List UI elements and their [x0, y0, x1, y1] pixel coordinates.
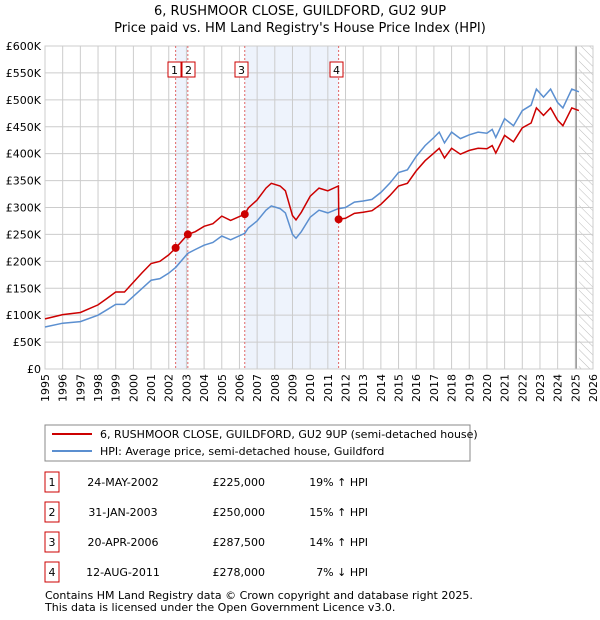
- sale-box-1: [167, 61, 182, 78]
- x-tick-label: 2005: [216, 374, 229, 402]
- sale-box-label: 2: [185, 64, 192, 77]
- cell-n: 2: [49, 506, 56, 519]
- y-tick-label: £250K: [6, 228, 42, 241]
- x-tick-label: 2014: [375, 374, 388, 402]
- x-tick-label: 2004: [198, 374, 211, 402]
- y-tick-label: £200K: [6, 255, 42, 268]
- y-tick-label: £500K: [6, 94, 42, 107]
- table-row: 3 20-APR-2006 £287,500 14% ↑ HPI: [44, 531, 368, 553]
- sale-box-3: [234, 61, 249, 78]
- x-tick-label: 2025: [569, 374, 582, 402]
- chart-title: 6, RUSHMOOR CLOSE, GUILDFORD, GU2 9UP: [154, 4, 446, 19]
- x-tick-label: 1998: [92, 374, 105, 402]
- sale-point-2: [183, 230, 192, 239]
- table-row: 2 31-JAN-2003 £250,000 15% ↑ HPI: [44, 501, 368, 523]
- cell-price_label: £250,000: [213, 506, 266, 519]
- x-tick-label: 2007: [251, 374, 264, 402]
- cell-hpi: 7% ↓ HPI: [316, 566, 368, 579]
- cell-date: 20-APR-2006: [87, 536, 158, 549]
- sale-box-label: 3: [238, 64, 245, 77]
- cell-date: 12-AUG-2011: [86, 566, 160, 579]
- x-tick-label: 2024: [552, 374, 565, 402]
- cell-hpi: 15% ↑ HPI: [309, 506, 368, 519]
- x-tick-label: 2008: [269, 374, 282, 402]
- sale-point-1: [171, 243, 180, 252]
- y-tick-label: £350K: [6, 175, 42, 188]
- cell-n: 3: [49, 536, 56, 549]
- legend-label-property: 6, RUSHMOOR CLOSE, GUILDFORD, GU2 9UP (s…: [100, 428, 478, 441]
- property-price-line: [44, 106, 580, 320]
- sale-point-4: [334, 215, 343, 224]
- table-row: 4 12-AUG-2011 £278,000 7% ↓ HPI: [44, 561, 368, 583]
- x-tick-label: 2023: [534, 374, 547, 402]
- footer-line-1: Contains HM Land Registry data © Crown c…: [45, 589, 473, 602]
- sale-box-label: 4: [333, 64, 340, 77]
- x-tick-label: 2012: [340, 374, 353, 402]
- x-tick-label: 2022: [516, 374, 529, 402]
- x-tick-label: 2019: [463, 374, 476, 402]
- x-tick-label: 2009: [286, 374, 299, 402]
- y-tick-label: £600K: [6, 40, 42, 53]
- sale-point-3: [240, 210, 249, 219]
- plot-area: 1995 1996 1997 1998 1999 2000 2001 2002 2003 2004…: [6, 40, 600, 402]
- sales-table: 1 24-MAY-2002 £225,000 19% ↑ HPI 2 31-JAN-200…: [44, 471, 368, 583]
- row-number-box: [44, 531, 60, 553]
- cell-price_label: £225,000: [213, 476, 266, 489]
- row-number-box: [44, 561, 60, 583]
- x-tick-label: 1995: [39, 374, 52, 402]
- cell-n: 4: [49, 566, 56, 579]
- x-tick-label: 2002: [163, 374, 176, 402]
- x-tick-label: 2018: [446, 374, 459, 402]
- x-tick-label: 2003: [180, 374, 193, 402]
- cell-date: 24-MAY-2002: [87, 476, 159, 489]
- y-tick-label: £0: [27, 363, 41, 376]
- chart-subtitle: Price paid vs. HM Land Registry's House …: [114, 21, 486, 36]
- footer-line-2: This data is licensed under the Open Gov…: [44, 601, 395, 614]
- cell-hpi: 14% ↑ HPI: [309, 536, 368, 549]
- x-tick-label: 2013: [357, 374, 370, 402]
- x-tick-label: 1996: [57, 374, 70, 402]
- x-tick-label: 2021: [499, 374, 512, 402]
- cell-hpi: 19% ↑ HPI: [309, 476, 368, 489]
- row-number-box: [44, 501, 60, 523]
- x-tick-label: 2000: [127, 374, 140, 402]
- y-tick-label: £300K: [6, 202, 42, 215]
- x-tick-label: 2015: [393, 374, 406, 402]
- cell-price_label: £287,500: [213, 536, 266, 549]
- sale-box-4: [329, 61, 344, 78]
- cell-n: 1: [49, 476, 56, 489]
- x-tick-label: 2001: [145, 374, 158, 402]
- y-tick-label: £100K: [6, 309, 42, 322]
- y-tick-label: £50K: [13, 336, 42, 349]
- x-tick-label: 2020: [481, 374, 494, 402]
- x-tick-label: 2026: [587, 374, 600, 402]
- y-tick-label: £550K: [6, 67, 42, 80]
- legend-label-hpi: HPI: Average price, semi-detached house,…: [100, 445, 384, 458]
- cell-date: 31-JAN-2003: [88, 506, 157, 519]
- x-tick-label: 1997: [74, 374, 87, 402]
- legend: 6, RUSHMOOR CLOSE, GUILDFORD, GU2 9UP (s…: [44, 424, 478, 462]
- y-tick-label: £400K: [6, 148, 42, 161]
- y-tick-label: £450K: [6, 121, 42, 134]
- x-tick-label: 2006: [233, 374, 246, 402]
- legend-frame: [44, 424, 471, 462]
- sale-box-2: [181, 61, 196, 78]
- table-row: 1 24-MAY-2002 £225,000 19% ↑ HPI: [44, 471, 368, 493]
- cell-price_label: £278,000: [213, 566, 266, 579]
- x-tick-label: 2010: [304, 374, 317, 402]
- x-tick-label: 2011: [322, 374, 335, 402]
- x-tick-label: 2016: [410, 374, 423, 402]
- sale-box-label: 1: [171, 64, 178, 77]
- x-tick-label: 1999: [110, 374, 123, 402]
- y-tick-label: £150K: [6, 282, 42, 295]
- plot-frame: [44, 45, 594, 370]
- x-tick-label: 2017: [428, 374, 441, 402]
- row-number-box: [44, 471, 60, 493]
